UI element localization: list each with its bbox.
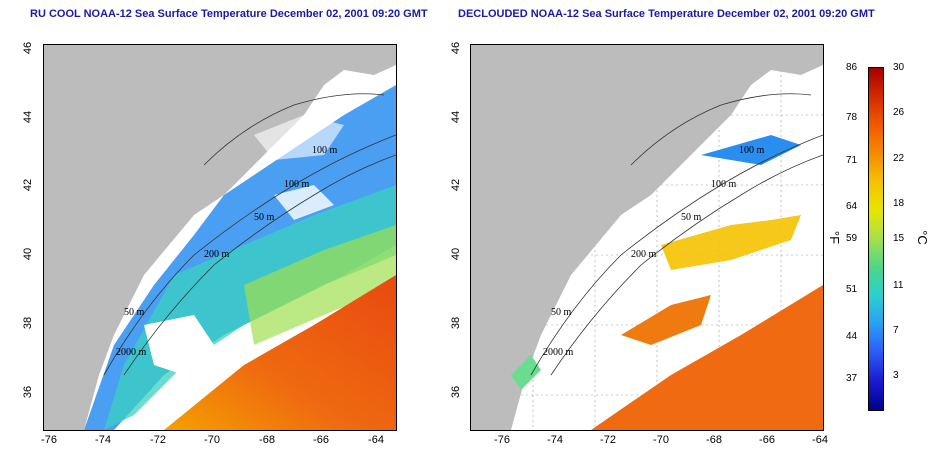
x-tick: -70 xyxy=(653,434,669,446)
right-sst-map: 100 m 100 m 50 m 200 m 50 m 2000 m xyxy=(470,44,824,431)
x-tick: -68 xyxy=(259,434,275,446)
x-tick: -70 xyxy=(204,434,220,446)
y-tick: 40 xyxy=(450,247,462,261)
celsius-tick: 26 xyxy=(893,107,905,118)
y-tick: 42 xyxy=(22,178,34,192)
land-mass xyxy=(44,45,396,430)
fahrenheit-tick: 59 xyxy=(846,233,858,244)
x-tick: -76 xyxy=(41,434,57,446)
fahrenheit-tick: 64 xyxy=(846,201,858,212)
right-map-title: DECLOUDED NOAA-12 Sea Surface Temperatur… xyxy=(458,8,875,20)
fahrenheit-tick: 51 xyxy=(846,284,858,295)
left-sst-map: 100 m 100 m 50 m 200 m 50 m 2000 m xyxy=(43,44,397,431)
temperature-colorbar xyxy=(868,67,884,411)
left-map-canvas: 100 m 100 m 50 m 200 m 50 m 2000 m xyxy=(44,45,396,430)
celsius-tick: 15 xyxy=(893,233,905,244)
right-map-canvas: 100 m 100 m 50 m 200 m 50 m 2000 m xyxy=(471,45,823,430)
x-tick: -66 xyxy=(759,434,775,446)
right-contour-label-6: 2000 m xyxy=(543,347,574,358)
land-mass xyxy=(471,45,823,430)
right-contour-label-1: 100 m xyxy=(739,145,765,156)
left-contour-label-2: 100 m xyxy=(284,179,310,190)
x-tick: -72 xyxy=(150,434,166,446)
y-tick: 44 xyxy=(22,110,34,124)
celsius-tick: 3 xyxy=(893,370,899,381)
left-contour-label-3: 50 m xyxy=(254,212,275,223)
celsius-unit-label: °C xyxy=(914,230,930,245)
celsius-tick: 18 xyxy=(893,198,905,209)
fahrenheit-unit-label: °F xyxy=(827,230,843,245)
right-contour-label-2: 100 m xyxy=(711,179,737,190)
left-map-title: RU COOL NOAA-12 Sea Surface Temperature … xyxy=(30,8,428,20)
celsius-tick: 7 xyxy=(893,325,899,336)
y-tick: 40 xyxy=(22,247,34,261)
left-contour-label-5: 50 m xyxy=(124,307,145,318)
y-tick: 36 xyxy=(450,385,462,399)
x-tick: -74 xyxy=(547,434,563,446)
fahrenheit-tick: 78 xyxy=(846,112,858,123)
fahrenheit-tick: 44 xyxy=(846,331,858,342)
y-tick: 44 xyxy=(450,110,462,124)
y-tick: 46 xyxy=(22,41,34,55)
x-tick: -72 xyxy=(600,434,616,446)
celsius-tick: 22 xyxy=(893,153,905,164)
celsius-tick: 11 xyxy=(893,280,904,291)
mid-water xyxy=(244,225,396,345)
x-tick: -64 xyxy=(812,434,828,446)
fahrenheit-tick: 71 xyxy=(846,155,858,166)
y-tick: 38 xyxy=(22,316,34,330)
fahrenheit-tick: 86 xyxy=(846,62,858,73)
fahrenheit-tick: 37 xyxy=(846,373,858,384)
x-tick: -68 xyxy=(706,434,722,446)
right-contour-label-3: 50 m xyxy=(681,212,702,223)
left-contour-label-6: 2000 m xyxy=(116,347,147,358)
warm-water xyxy=(164,275,396,430)
left-contour-label-4: 200 m xyxy=(204,249,230,260)
x-tick: -74 xyxy=(95,434,111,446)
x-tick: -64 xyxy=(368,434,384,446)
right-contour-label-4: 200 m xyxy=(631,249,657,260)
x-tick: -66 xyxy=(313,434,329,446)
y-tick: 38 xyxy=(450,316,462,330)
celsius-tick: 30 xyxy=(893,62,905,73)
y-tick: 42 xyxy=(450,178,462,192)
left-contour-label-1: 100 m xyxy=(312,145,338,156)
y-tick: 36 xyxy=(22,385,34,399)
x-tick: -76 xyxy=(494,434,510,446)
right-contour-label-5: 50 m xyxy=(551,307,572,318)
y-tick: 46 xyxy=(450,41,462,55)
